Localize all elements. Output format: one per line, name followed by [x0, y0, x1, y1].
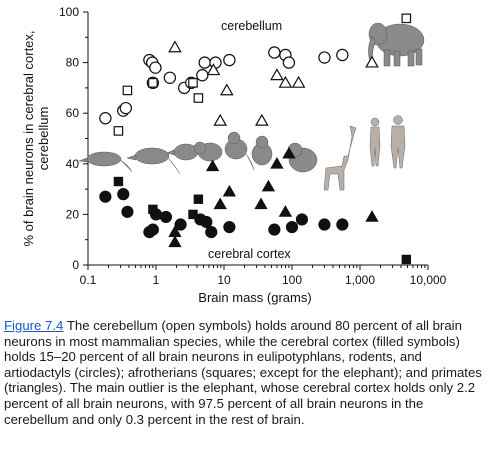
y-axis-title-line-1: % of brain neurons in cerebral cortex,: [21, 30, 36, 246]
cerebellum-circle-point: [149, 61, 162, 74]
cerebellum-circle-point: [196, 69, 209, 82]
cerebral-cortex-triangle-point: [254, 197, 268, 210]
shrew-illustration: [78, 151, 133, 173]
chart-svg: % of brain neurons in cerebral cortex,ce…: [21, 5, 447, 305]
cerebellum-triangle-point: [213, 113, 228, 126]
cerebral-cortex-triangle-point: [168, 235, 182, 248]
tick-layer: 0 20 40 60 80 100 0.1 1 10 100 1,000 10,000: [59, 5, 447, 287]
cerebellum-square-point: [193, 93, 204, 103]
cerebellum-square-point: [113, 126, 124, 136]
figure-caption: Figure 7.4 The cerebellum (open symbols)…: [4, 318, 491, 427]
cerebellum-square-point: [188, 78, 198, 88]
cerebellum-label: cerebellum: [221, 19, 282, 33]
y-axis-title: % of brain neurons in cerebral cortex,ce…: [21, 30, 51, 246]
x-tick-label: 10,000: [410, 273, 447, 287]
cerebral-cortex-circle-point: [146, 223, 159, 236]
x-tick-label: 100: [282, 273, 302, 287]
caption-text: The cerebellum (open symbols) holds arou…: [4, 318, 482, 427]
cerebral-cortex-circle-point: [285, 220, 299, 234]
cerebral-cortex-triangle-point: [278, 205, 293, 217]
galago-illustration: [224, 131, 255, 171]
cerebral-cortex-triangle-point: [168, 225, 182, 237]
cerebellum-triangle-point: [270, 68, 284, 81]
marmoset-illustration: [193, 141, 223, 162]
cerebral-cortex-circle-point: [318, 218, 331, 231]
cerebral-cortex-triangle-point: [282, 146, 296, 159]
mouse-illustration: [166, 143, 199, 161]
giraffe-illustration: [323, 125, 357, 191]
cerebellum-triangle-point: [365, 55, 379, 68]
cerebellum-circle-point: [163, 71, 177, 84]
cerebral-cortex-circle-point: [117, 188, 130, 201]
cerebellum-square-point: [122, 85, 133, 96]
cerebellum-triangle-point: [206, 63, 221, 76]
cerebral-cortex-circle-point: [295, 213, 309, 226]
cerebral-cortex-triangle-point: [205, 159, 220, 172]
cerebral-cortex-circle-point: [200, 215, 213, 229]
cerebellum-triangle-point: [219, 83, 234, 96]
cerebellum-triangle-point: [168, 40, 182, 53]
y-tick-label: 40: [66, 157, 80, 171]
cerebellum-triangle-point: [254, 113, 269, 126]
cerebral-cortex-circle-point: [121, 205, 134, 218]
cerebellum-circle-point: [119, 101, 133, 115]
cerebellum-circle-point: [99, 112, 112, 125]
x-tick-label: 10: [217, 273, 231, 287]
cerebral-cortex-circle-point: [174, 218, 187, 231]
figure-link[interactable]: Figure 7.4: [4, 318, 64, 333]
woman-illustration: [369, 117, 381, 167]
cerebral-cortex-circle-point: [268, 223, 281, 236]
y-tick-label: 20: [66, 207, 80, 221]
man-illustration: [390, 115, 406, 169]
rat-illustration: [126, 147, 181, 175]
x-tick-label: 0.1: [80, 273, 97, 287]
cerebral-cortex-triangle-point: [213, 197, 227, 210]
elephant-illustration: [368, 22, 425, 67]
cerebellum-circle-point: [282, 56, 296, 69]
y-tick-label: 0: [72, 258, 79, 272]
y-tick-label: 60: [66, 106, 80, 120]
x-tick-label: 1,000: [345, 273, 375, 287]
cerebellum-triangle-point: [291, 75, 306, 88]
cerebral-cortex-circle-point: [336, 218, 349, 231]
cerebral-cortex-circle-point: [159, 210, 173, 224]
cerebral-cortex-square-point: [113, 176, 124, 187]
cerebellum-square-point: [401, 13, 412, 24]
cerebellum-square-point: [148, 78, 158, 88]
cerebral-cortex-circle-point: [99, 190, 112, 203]
illustrations: [78, 22, 425, 191]
chart-figure: % of brain neurons in cerebral cortex,ce…: [21, 5, 447, 305]
cerebral-cortex-triangle-point: [222, 184, 237, 197]
cerebral-cortex-square-point: [193, 194, 204, 204]
cerebellum-triangle-point: [278, 75, 293, 88]
cerebellum-circle-point: [223, 53, 236, 67]
cerebral-cortex-circle-point: [205, 226, 218, 239]
monkey-illustration: [251, 135, 273, 166]
cerebral-cortex-square-point: [188, 209, 198, 220]
cerebellum-circle-point: [198, 56, 211, 69]
x-tick-label: 1: [153, 273, 160, 287]
cerebral-cortex-square-point: [401, 254, 412, 265]
y-axis-title-line-2: cerebellum: [36, 107, 51, 171]
y-tick-label: 100: [59, 5, 79, 19]
x-axis-title: Brain mass (grams): [198, 290, 311, 305]
y-tick-label: 80: [66, 56, 80, 70]
cerebellum-circle-point: [318, 51, 331, 64]
cerebral-cortex-triangle-point: [270, 156, 284, 169]
cerebral-cortex-square-point: [148, 204, 158, 215]
cerebral-cortex-circle-point: [223, 220, 236, 234]
cerebral-cortex-triangle-point: [365, 210, 379, 222]
cerebral-cortex-label: cerebral cortex: [208, 247, 291, 261]
cerebellum-circle-point: [268, 46, 281, 59]
data-marks: [99, 13, 412, 265]
cerebral-cortex-triangle-point: [261, 179, 276, 192]
cerebellum-circle-point: [336, 48, 349, 62]
